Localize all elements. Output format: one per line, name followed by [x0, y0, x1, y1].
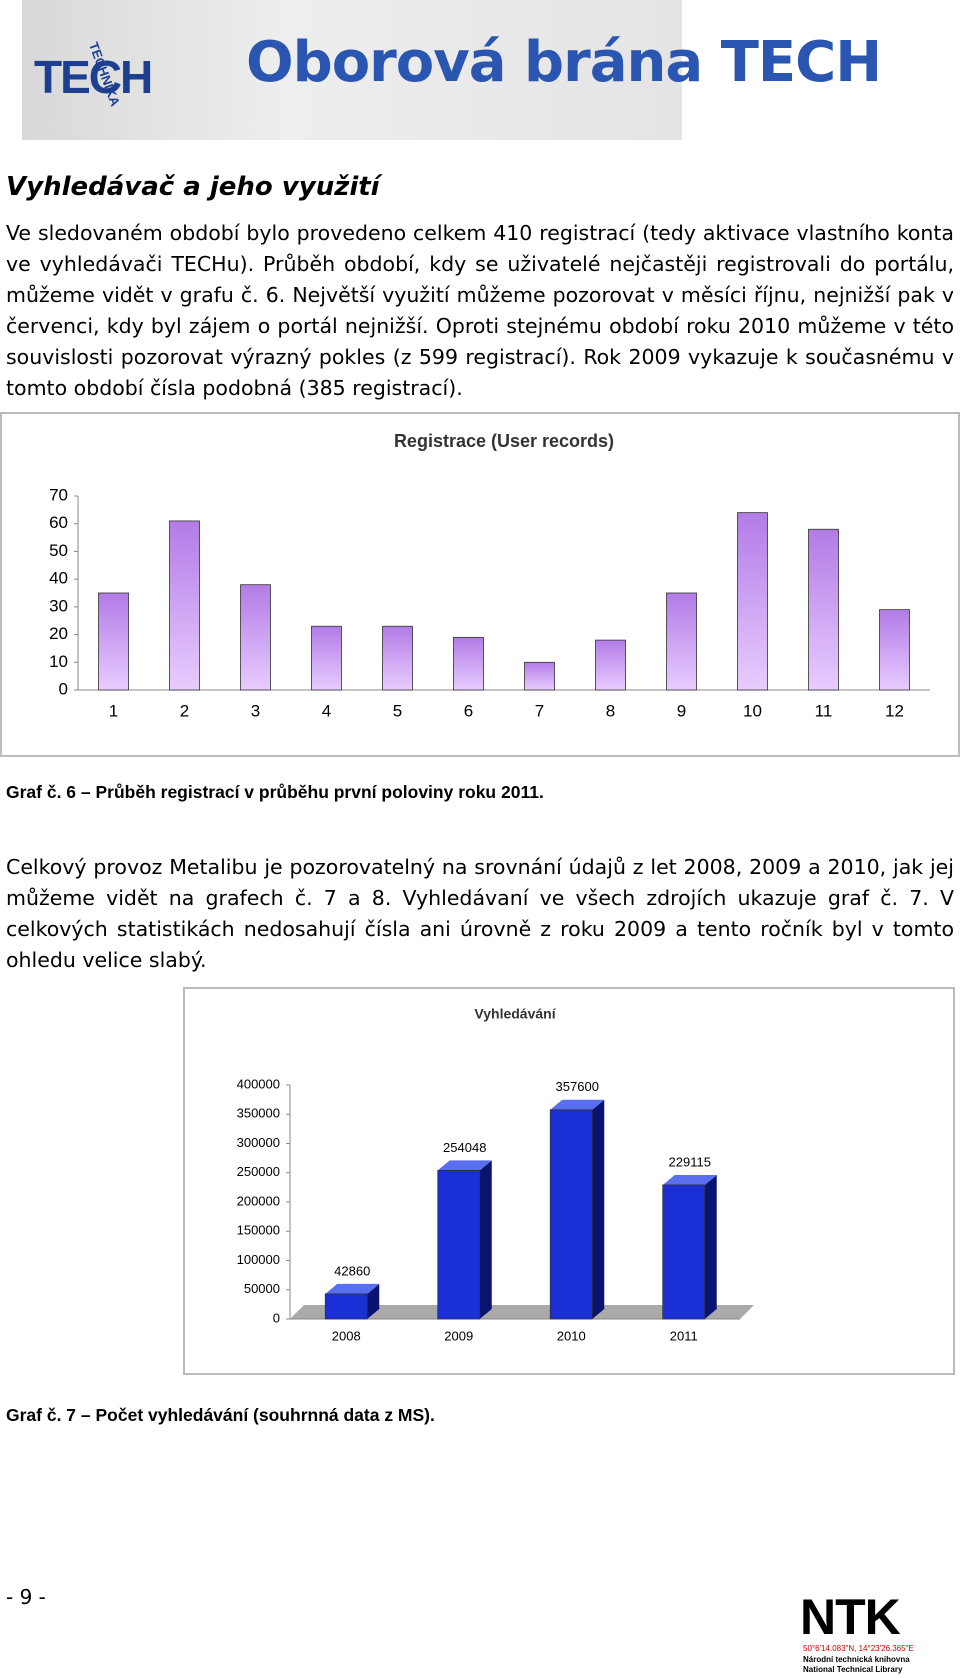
paragraph: Celkový provoz Metalibu je pozorovatelný…	[6, 855, 954, 972]
bar	[98, 592, 129, 691]
chart-title: Vyhledávání	[474, 1006, 556, 1022]
x-tick-label: 3	[251, 701, 260, 720]
y-tick-label: 350000	[237, 1106, 280, 1121]
bar-side	[704, 1174, 717, 1319]
y-tick-label: 300000	[237, 1135, 280, 1150]
bar-top	[550, 1099, 605, 1110]
y-tick-label: 20	[49, 624, 68, 643]
bar-top	[325, 1283, 380, 1294]
x-tick-label: 7	[535, 701, 544, 720]
chart: Registrace (User records) 0 10 20 30 40 50 60 70…	[0, 412, 960, 757]
y-tick-label: 0	[273, 1310, 280, 1325]
x-tick-label: 2	[180, 701, 189, 720]
x-tick-label: 4	[322, 701, 331, 720]
y-tick-label: 30	[49, 596, 68, 615]
footer-logo: NTK	[800, 1589, 901, 1645]
x-tick-label: 10	[743, 701, 762, 720]
y-tick-label: 50000	[244, 1281, 280, 1296]
y-tick-label: 200000	[237, 1193, 280, 1208]
logo-text: TECH	[34, 51, 153, 103]
x-tick-label: 9	[677, 701, 686, 720]
y-tick-label: 50	[49, 541, 68, 560]
x-tick-label: 1	[109, 701, 118, 720]
x-tick-label: 2009	[444, 1328, 473, 1343]
bar	[169, 520, 200, 691]
bar	[382, 625, 413, 691]
bar	[324, 1293, 368, 1320]
x-tick-label: 6	[464, 701, 473, 720]
x-tick-label: 12	[885, 701, 904, 720]
footer-line: Národní technická knihovna	[803, 1655, 910, 1664]
chart-frame	[183, 987, 955, 1375]
bar-side	[479, 1160, 492, 1319]
bar-side	[592, 1099, 605, 1319]
bar-top	[437, 1160, 492, 1171]
floor	[290, 1305, 754, 1319]
bar	[549, 1109, 593, 1320]
x-tick-label: 2010	[557, 1328, 586, 1343]
bar	[666, 592, 697, 691]
chart-title: Registrace (User records)	[394, 431, 614, 451]
bar	[879, 609, 910, 691]
chart-frame	[0, 412, 960, 757]
footer-line: National Technical Library	[803, 1665, 903, 1674]
chart: Vyhledávání 0 50000 100000 150000 200000 25000…	[183, 987, 955, 1375]
data-label: 229115	[669, 1154, 711, 1169]
page-number: - 9 -	[6, 1585, 46, 1609]
y-tick-label: 100000	[237, 1252, 280, 1267]
bar	[524, 661, 555, 691]
y-tick-label: 0	[59, 679, 68, 698]
bar	[595, 639, 626, 691]
y-tick-label: 60	[49, 513, 68, 532]
header-title: Oborová brána TECH	[246, 30, 882, 95]
y-tick-label: 10	[49, 652, 68, 671]
header-banner	[22, 0, 682, 140]
y-tick-label: 250000	[237, 1164, 280, 1179]
section-title: Vyhledávač a jeho využití	[6, 172, 380, 202]
y-tick-label: 400000	[237, 1076, 280, 1091]
bar-top	[662, 1174, 717, 1185]
data-label: 254048	[443, 1140, 486, 1155]
y-tick-label: 40	[49, 569, 68, 588]
caption: Graf č. 7 – Počet vyhledávání (souhrnná …	[6, 1405, 435, 1425]
bar-side	[367, 1283, 380, 1319]
bar	[808, 528, 839, 691]
footer-coordinates: 50°6'14.083"N, 14°23'26.365"E	[803, 1644, 914, 1653]
x-tick-label: 8	[606, 701, 615, 720]
bar	[737, 512, 768, 691]
bar	[240, 584, 271, 691]
x-tick-label: 11	[815, 701, 833, 720]
x-tick-label: 5	[393, 701, 402, 720]
y-tick-label: 150000	[237, 1223, 280, 1238]
bar	[453, 636, 484, 691]
y-tick-label: 70	[49, 485, 68, 504]
x-tick-label: 2011	[670, 1328, 698, 1343]
caption: Graf č. 6 – Průběh registrací v průběhu …	[6, 782, 544, 802]
data-label: 42860	[334, 1263, 370, 1278]
paragraph: Ve sledovaném období bylo provedeno celk…	[6, 221, 954, 400]
bar	[311, 625, 342, 691]
bar	[662, 1184, 706, 1320]
bar	[437, 1169, 481, 1320]
data-label: 357600	[556, 1079, 599, 1094]
x-tick-label: 2008	[332, 1328, 361, 1343]
